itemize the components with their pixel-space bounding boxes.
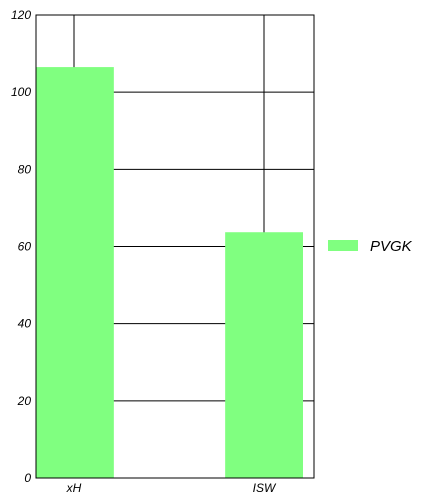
y-tick-label: 20 [17,394,32,408]
x-axis: xH ISW [66,481,277,495]
legend-label: PVGK [370,238,413,255]
x-tick-label: xH [66,481,82,495]
y-tick-label: 0 [24,471,31,485]
y-tick-label: 120 [11,8,31,22]
bars-layer [36,67,303,479]
y-tick-label: 60 [18,240,32,254]
bar-isw [225,232,303,478]
legend: PVGK [328,238,413,255]
y-tick-label: 40 [18,317,32,331]
bar-xh [36,67,114,479]
legend-swatch [328,240,358,251]
y-tick-label: 80 [18,162,32,176]
y-tick-label: 100 [11,85,31,99]
plot-frame [35,14,315,479]
y-axis: 0 20 40 60 80 100 120 [11,8,31,485]
x-tick-label: ISW [253,481,277,495]
